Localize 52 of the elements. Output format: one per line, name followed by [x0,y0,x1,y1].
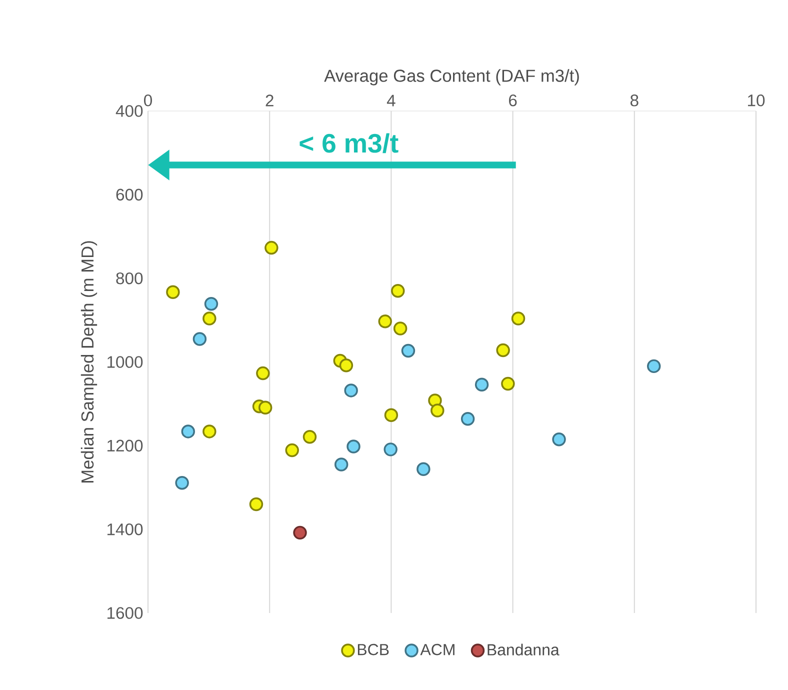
point [181,424,196,438]
point [416,462,430,476]
point [511,312,526,326]
point [339,358,354,372]
legend-label: ACM [420,644,454,656]
point [249,497,264,512]
y-tick-label: 1400 [107,523,143,536]
point [302,430,317,444]
point [393,322,408,336]
y-tick-label: 400 [116,105,143,117]
legend-label: Bandanna [488,644,560,656]
point [430,404,444,418]
x-tick-label: 8 [630,94,638,106]
x-tick-label: 2 [266,94,274,106]
x-tick-label: 6 [509,94,517,106]
y-axis-title: Median Sampled Depth (m MD) [80,241,98,482]
point [391,284,405,298]
point [344,384,358,398]
point [346,440,360,454]
point [384,442,398,456]
point [474,378,489,392]
y-tick-label: 1200 [107,440,143,452]
x-tick-label: 4 [386,94,396,106]
point [334,458,348,472]
point [202,312,216,326]
point [285,443,299,458]
point [460,412,475,426]
point [256,366,270,380]
point [552,432,566,446]
y-tick-label: 1600 [107,607,143,619]
x-tick-label: 10 [748,94,765,106]
point [202,424,216,438]
annotation: < 6 m3/t [300,133,398,154]
point [401,344,416,358]
point [204,296,218,311]
point [501,376,515,391]
point [293,526,307,540]
point [384,408,398,422]
point [378,314,392,328]
point [264,240,278,255]
y-tick-label: 600 [116,188,143,201]
point [496,343,510,358]
y-tick-label: 1000 [107,356,143,368]
point [166,285,180,300]
x-axis-title: Average Gas Content (DAF m3/t) [324,69,579,86]
point [175,476,189,490]
point [258,400,272,414]
point [192,332,207,346]
point [646,359,661,374]
x-tick-label: 0 [144,94,152,106]
legend-label: BCB [358,644,389,656]
y-tick-label: 800 [116,272,143,284]
